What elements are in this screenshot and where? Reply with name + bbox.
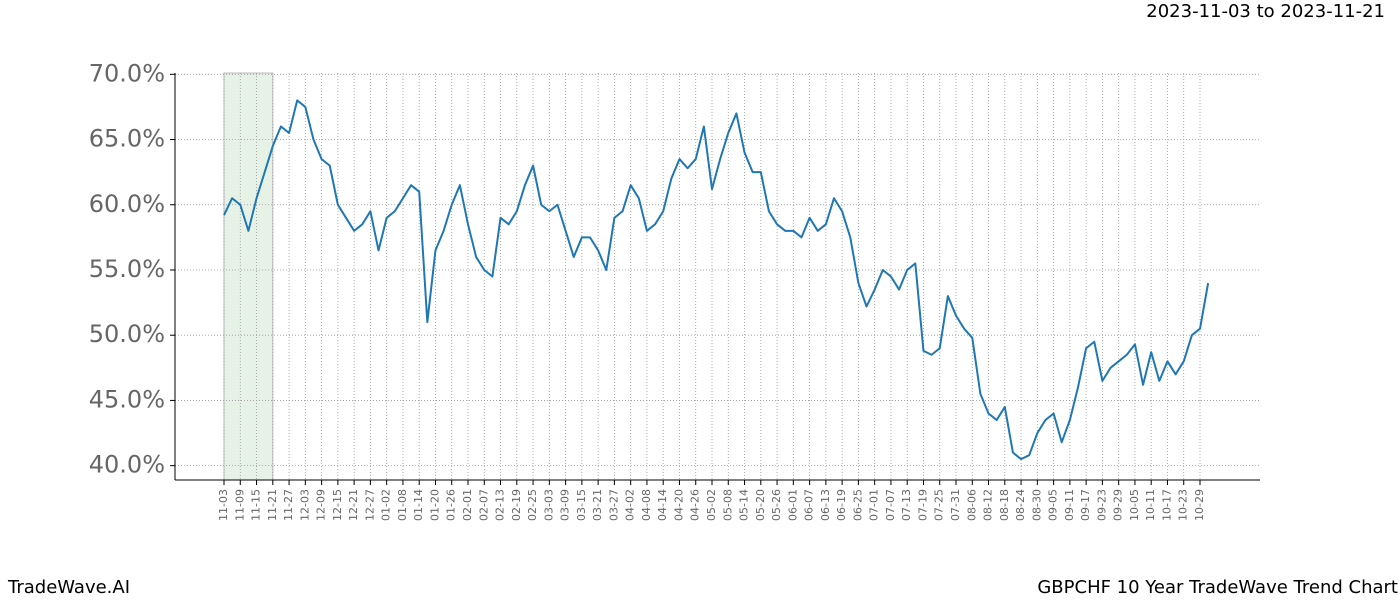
x-tick-label: 02-13 — [494, 489, 507, 521]
brand: TradeWave.AI — [7, 577, 130, 598]
highlight-band — [223, 72, 274, 481]
x-tick-label: 11-21 — [266, 489, 279, 521]
y-tick-label: 70.0% — [89, 59, 165, 87]
x-tick-label: 12-27 — [363, 489, 376, 521]
y-tick-label: 55.0% — [89, 255, 165, 283]
y-tick-label: 60.0% — [89, 190, 165, 218]
y-tick-label: 40.0% — [89, 451, 165, 479]
x-tick-label: 11-09 — [233, 489, 246, 521]
x-tick-label: 02-01 — [461, 489, 474, 521]
x-tick-label: 06-07 — [803, 489, 816, 521]
x-tick-label: 04-14 — [656, 489, 669, 521]
x-tick-label: 08-06 — [965, 489, 978, 521]
y-tick-label: 65.0% — [89, 125, 165, 153]
x-tick-label: 06-25 — [851, 489, 864, 521]
x-tick-label: 04-08 — [640, 489, 653, 521]
x-tick-label: 03-03 — [542, 489, 555, 521]
x-tick-label: 11-27 — [282, 489, 295, 521]
x-tick-label: 07-07 — [884, 489, 897, 521]
y-tick-label: 45.0% — [89, 385, 165, 413]
x-tick-label: 05-26 — [770, 489, 783, 521]
x-tick-label: 11-03 — [217, 489, 230, 521]
x-tick-label: 01-02 — [380, 489, 393, 521]
x-tick-label: 10-05 — [1128, 489, 1141, 521]
x-tick-label: 02-19 — [510, 489, 523, 521]
x-tick-label: 04-26 — [689, 489, 702, 521]
x-tick-label: 02-07 — [477, 489, 490, 521]
x-tick-label: 07-25 — [933, 489, 946, 521]
x-tick-label: 06-19 — [835, 489, 848, 521]
x-tick-label: 09-11 — [1063, 489, 1076, 521]
x-tick-label: 09-29 — [1112, 489, 1125, 521]
x-tick-label: 10-29 — [1193, 489, 1206, 521]
x-tick-label: 08-12 — [982, 489, 995, 521]
x-tick-label: 09-23 — [1095, 489, 1108, 521]
x-tick-label: 01-20 — [428, 489, 441, 521]
x-tick-label: 09-05 — [1047, 489, 1060, 521]
x-tick-label: 05-20 — [754, 489, 767, 521]
x-tick-label: 08-24 — [1014, 489, 1027, 521]
x-tick-label: 10-23 — [1177, 489, 1190, 521]
x-tick-label: 03-09 — [559, 489, 572, 521]
x-tick-label: 02-25 — [526, 489, 539, 521]
x-tick-label: 07-19 — [916, 489, 929, 521]
x-tick-label: 07-01 — [868, 489, 881, 521]
x-tick-label: 05-02 — [705, 489, 718, 521]
chart-title: GBPCHF 10 Year TradeWave Trend Chart — [1037, 577, 1398, 598]
y-tick-label: 50.0% — [89, 320, 165, 348]
x-tick-label: 06-13 — [819, 489, 832, 521]
x-tick-label: 12-03 — [298, 489, 311, 521]
x-tick-label: 05-14 — [738, 489, 751, 521]
x-tick-label: 12-21 — [347, 489, 360, 521]
x-tick-label: 01-08 — [396, 489, 409, 521]
x-tick-label: 12-15 — [331, 489, 344, 521]
x-tick-label: 06-01 — [786, 489, 799, 521]
x-tick-label: 10-11 — [1144, 489, 1157, 521]
x-tick-label: 11-15 — [250, 489, 263, 521]
date-range: 2023-11-03 to 2023-11-21 — [1146, 1, 1385, 22]
x-tick-label: 01-26 — [445, 489, 458, 521]
x-tick-label: 07-31 — [949, 489, 962, 521]
x-tick-label: 09-17 — [1079, 489, 1092, 521]
x-tick-label: 08-18 — [998, 489, 1011, 521]
x-tick-label: 03-21 — [591, 489, 604, 521]
x-tick-label: 08-30 — [1030, 489, 1043, 521]
x-tick-label: 10-17 — [1160, 489, 1173, 521]
x-tick-label: 03-15 — [575, 489, 588, 521]
x-tick-label: 05-08 — [721, 489, 734, 521]
x-tick-label: 01-14 — [412, 489, 425, 521]
x-tick-label: 07-13 — [900, 489, 913, 521]
x-tick-label: 03-27 — [607, 489, 620, 521]
x-tick-label: 04-02 — [624, 489, 637, 521]
trend-line — [223, 99, 1210, 461]
x-tick-label: 04-20 — [672, 489, 685, 521]
x-tick-label: 12-09 — [315, 489, 328, 521]
